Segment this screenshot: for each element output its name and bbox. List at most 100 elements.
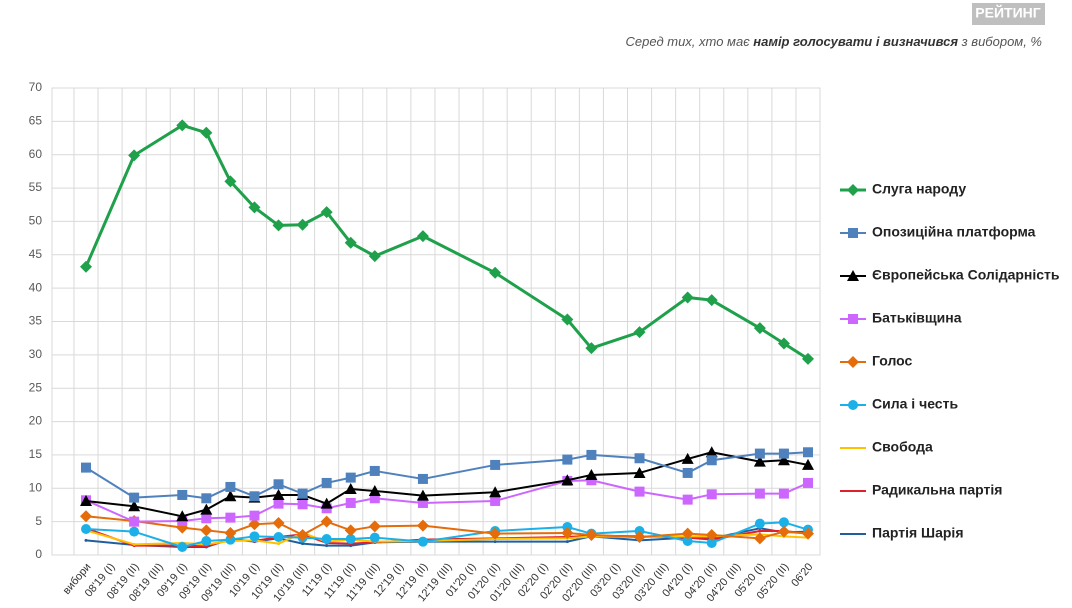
legend-label: Слуга народу	[872, 181, 966, 197]
line-segment	[85, 499, 135, 508]
point	[705, 528, 718, 541]
point	[417, 473, 428, 484]
point	[368, 520, 381, 533]
point	[489, 486, 502, 498]
brand-box	[972, 3, 1045, 25]
point	[586, 475, 597, 486]
point	[705, 294, 718, 307]
line-segment	[85, 515, 135, 522]
point	[489, 527, 502, 540]
point	[344, 482, 357, 494]
series	[84, 123, 809, 361]
line-segment	[687, 451, 713, 460]
point	[325, 544, 329, 548]
line-segment	[374, 489, 424, 497]
point	[369, 465, 380, 476]
subtitle: Серед тих, хто має намір голосувати і ви…	[626, 34, 1042, 49]
line-segment	[85, 529, 135, 546]
point	[129, 492, 140, 503]
point	[272, 516, 285, 529]
point	[802, 352, 814, 365]
line-segment	[85, 527, 135, 533]
point	[297, 499, 308, 510]
point	[345, 472, 356, 483]
point	[344, 524, 357, 537]
line-segment	[302, 542, 327, 547]
legend-label: Свобода	[872, 439, 933, 455]
line-segment	[687, 536, 712, 541]
point	[416, 230, 429, 243]
y-tick-label: 60	[29, 147, 43, 161]
y-tick-label: 20	[29, 414, 43, 428]
point	[224, 526, 237, 539]
line-segment	[783, 342, 809, 361]
y-tick-label: 65	[29, 114, 43, 128]
legend-label: Батьківщина	[872, 310, 962, 326]
line-segment	[590, 330, 641, 350]
line-segment	[134, 519, 183, 523]
line-segment	[638, 296, 689, 334]
legend-marker	[848, 400, 858, 410]
line-segment	[494, 479, 568, 502]
point	[490, 459, 501, 470]
point	[177, 489, 188, 500]
line-segment	[181, 508, 207, 518]
line-segment	[494, 479, 568, 494]
point	[754, 488, 765, 499]
brand: РЕЙТИНГ	[975, 4, 1040, 21]
point	[320, 515, 333, 528]
point	[248, 201, 261, 214]
point	[296, 218, 309, 231]
point	[368, 250, 381, 263]
point	[633, 530, 646, 543]
point	[777, 525, 790, 538]
point	[777, 454, 790, 466]
point	[81, 462, 91, 473]
y-tick-label: 10	[29, 480, 43, 494]
line-segment	[133, 530, 183, 548]
point	[561, 474, 574, 486]
line-segment	[591, 479, 640, 493]
legend-label: Європейська Солідарність	[872, 267, 1060, 283]
line-segment	[350, 541, 375, 545]
point	[344, 236, 357, 249]
line-segment	[591, 533, 640, 538]
point	[634, 525, 645, 536]
point	[633, 466, 646, 478]
line-segment	[710, 298, 761, 330]
point	[681, 527, 694, 540]
line-segment	[422, 491, 496, 497]
line-segment	[639, 457, 688, 474]
line-segment	[326, 541, 351, 545]
legend-marker	[847, 184, 859, 196]
y-tick-label: 70	[29, 80, 43, 94]
point	[561, 313, 574, 326]
point	[778, 488, 789, 499]
line-segment	[85, 499, 135, 523]
line-segment	[495, 525, 568, 532]
line-segment	[567, 473, 592, 482]
point	[345, 533, 356, 544]
line-segment	[84, 154, 136, 268]
point	[681, 452, 694, 464]
line-segment	[374, 497, 424, 504]
legend-label: Сила і честь	[872, 396, 958, 412]
line-segment	[711, 492, 760, 496]
point	[277, 542, 281, 546]
point	[416, 519, 429, 532]
line-segment	[134, 493, 183, 499]
point	[224, 490, 237, 502]
y-tick-label: 30	[29, 347, 43, 361]
line-segment	[204, 132, 232, 183]
line-segment	[278, 522, 304, 536]
subtitle-part: намір голосувати і визначився	[753, 34, 958, 49]
line-segment	[85, 539, 135, 546]
line-segment	[325, 211, 352, 244]
point	[634, 453, 645, 464]
line-segment	[783, 459, 809, 466]
line-segment	[302, 520, 328, 536]
line-segment	[711, 533, 760, 540]
legend-label: Опозиційна платформа	[872, 224, 1036, 240]
line-segment	[350, 241, 376, 258]
